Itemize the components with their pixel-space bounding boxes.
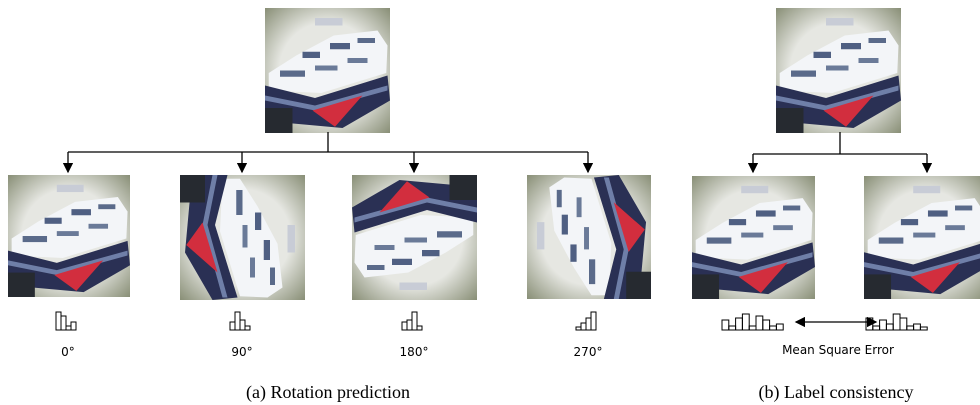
histogram-bar [417,326,422,330]
histogram-bar [749,326,756,330]
histogram-bar [245,326,250,330]
figure: 0° 90° 180° 270° Mean Square Error (a) R… [0,0,980,405]
rotation-label: 270° [574,345,603,359]
histogram-bar [56,312,61,330]
histogram-bar [907,326,914,330]
histogram-bar [61,316,66,330]
histogram-bar [736,318,743,330]
histogram-bar [402,322,407,330]
rotation-label: 0° [61,345,75,359]
ship-image [776,8,901,133]
ship-image [692,176,815,299]
histograms [56,312,927,330]
histogram-bar [900,318,907,330]
caption: (a) Rotation prediction [246,382,410,403]
histogram-bar [763,320,770,330]
histogram-bar [776,324,783,330]
histogram-bar [893,314,900,330]
histogram-bar [412,312,417,330]
histogram-bar [920,327,927,330]
histogram-bar [729,326,736,330]
histogram-bar [770,326,777,330]
histogram-bar [591,312,596,330]
histogram-bar [742,314,749,330]
caption: (b) Label consistency [759,382,914,403]
histogram-bar [873,326,880,330]
histogram-bar [886,324,893,330]
ship-image [8,175,130,297]
histogram-bar [240,320,245,330]
rotation-label: 90° [231,345,252,359]
histogram-bar [914,324,921,330]
histogram-bar [880,320,887,330]
histogram-bar [576,327,581,330]
histogram-bar [407,320,412,330]
histogram-bar [66,326,71,330]
histogram-bar [722,320,729,330]
histogram-bar [581,323,586,330]
histogram-bar [230,322,235,330]
histogram-bar [71,322,76,330]
rotation-label: 180° [400,345,429,359]
ship-image [352,175,477,300]
histogram-bar [586,318,591,330]
ship-image [180,175,305,300]
ship-image [265,8,390,133]
loss-label: Mean Square Error [782,343,894,357]
histogram-bar [235,312,240,330]
histogram-bar [866,318,873,330]
ship-image [527,175,651,299]
histogram-bar [756,316,763,330]
ship-image [864,176,980,299]
